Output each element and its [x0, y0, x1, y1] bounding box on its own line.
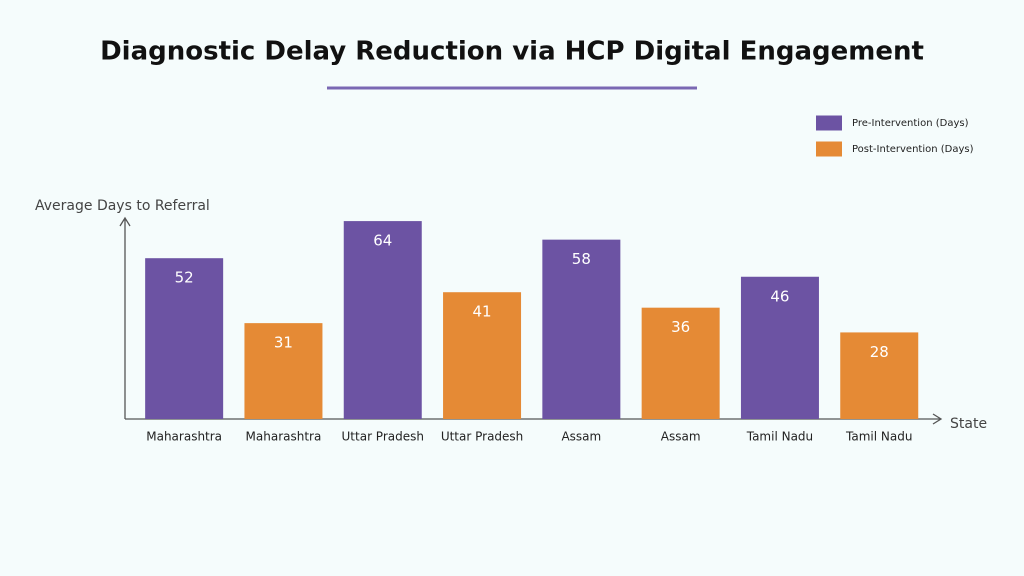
legend-label: Post-Intervention (Days) — [852, 144, 974, 155]
x-tick-label: Assam — [561, 430, 601, 444]
data-label: 64 — [373, 232, 392, 250]
data-label: 46 — [770, 287, 789, 305]
data-label: 36 — [671, 318, 690, 336]
y-axis — [119, 216, 131, 419]
legend-swatch — [816, 141, 842, 157]
data-label: 52 — [175, 269, 194, 287]
bar — [244, 323, 323, 419]
x-tick-label: Uttar Pradesh — [342, 430, 424, 444]
x-tick-label: Maharashtra — [246, 430, 322, 444]
bar — [145, 258, 224, 419]
y-axis-label: Average Days to Referral — [35, 198, 210, 214]
data-label: 41 — [473, 303, 492, 321]
x-tick-label: Maharashtra — [146, 430, 222, 444]
data-label: 28 — [870, 343, 889, 361]
x-axis-label: State — [950, 416, 987, 432]
legend-label: Pre-Intervention (Days) — [852, 118, 969, 129]
bar — [740, 276, 819, 419]
x-tick-label: Assam — [661, 430, 701, 444]
chart-title: Diagnostic Delay Reduction via HCP Digit… — [100, 37, 924, 67]
bar — [443, 292, 522, 419]
bar — [641, 307, 720, 419]
data-label: 58 — [572, 250, 591, 268]
data-label: 31 — [274, 334, 293, 352]
bar — [343, 221, 422, 419]
x-tick-label: Uttar Pradesh — [441, 430, 523, 444]
bar — [840, 332, 919, 419]
x-tick-label: Tamil Nadu — [845, 430, 912, 444]
legend-swatch — [816, 115, 842, 131]
x-tick-label: Tamil Nadu — [746, 430, 813, 444]
bar — [542, 239, 621, 419]
